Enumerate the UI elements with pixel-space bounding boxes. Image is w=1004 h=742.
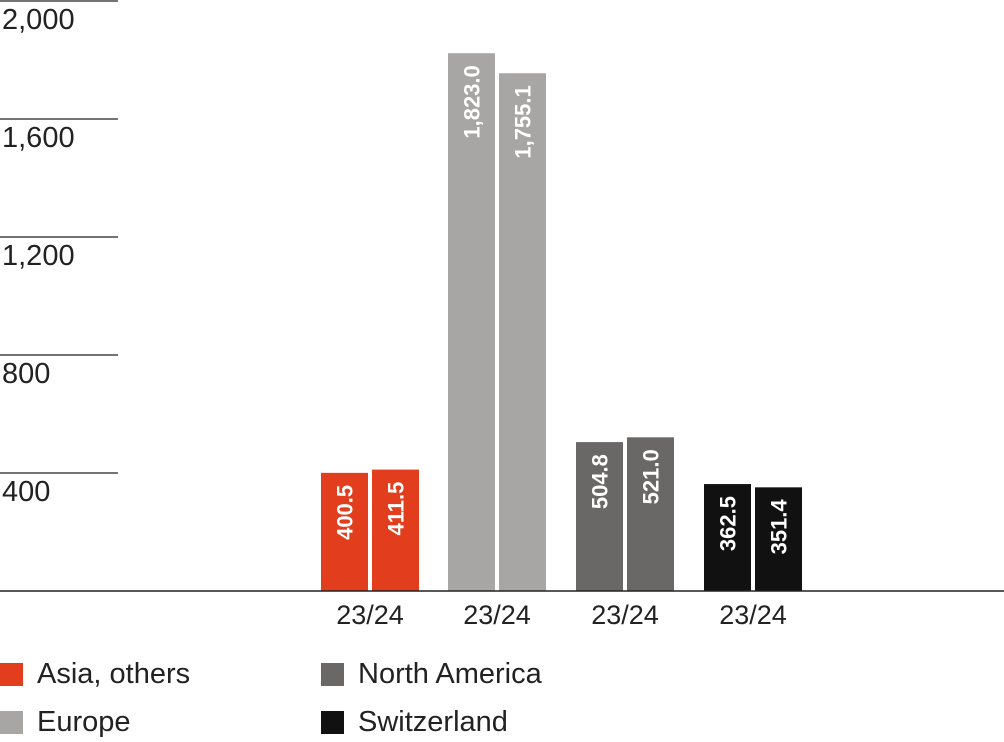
- bar: [448, 53, 495, 591]
- chart-legend: Asia, others Europe North America Switze…: [0, 654, 640, 740]
- y-tick-label: 2,000: [2, 4, 75, 36]
- y-tick-label: 1,600: [2, 122, 75, 154]
- bar: [704, 484, 751, 591]
- legend-item-europe: Europe: [0, 702, 131, 742]
- bar: [755, 487, 802, 591]
- legend-label-north-america: North America: [358, 657, 542, 690]
- x-category-label: 23/24: [719, 600, 787, 630]
- bar: [499, 73, 546, 592]
- legend-item-north-america: North America: [321, 654, 542, 694]
- bar: [321, 472, 368, 591]
- legend-label-europe: Europe: [37, 705, 131, 738]
- bar-chart: 2,000 1,600 1,200 800 400 400.5 411.5 23/24 1,82…: [0, 0, 1004, 630]
- bar: [627, 437, 674, 591]
- bar: [576, 442, 623, 591]
- bar-value-label: 411.5: [384, 482, 409, 536]
- legend-label-asia-others: Asia, others: [37, 657, 191, 690]
- bar-value-label: 504.8: [588, 454, 613, 509]
- bar-value-label: 362.5: [716, 496, 741, 551]
- legend-swatch-europe: [0, 710, 23, 734]
- legend-swatch-north-america: [321, 662, 344, 686]
- bar-value-label: 521.0: [639, 449, 664, 504]
- legend-swatch-switzerland: [321, 710, 344, 734]
- legend-swatch-asia-others: [0, 662, 23, 686]
- x-category-label: 23/24: [336, 600, 404, 630]
- legend-item-switzerland: Switzerland: [321, 702, 508, 742]
- bar: [372, 469, 419, 591]
- x-category-label: 23/24: [463, 600, 531, 630]
- bar-value-label: 400.5: [333, 485, 358, 540]
- y-tick-label: 400: [2, 476, 50, 508]
- legend-item-asia-others: Asia, others: [0, 654, 190, 694]
- x-category-label: 23/24: [591, 600, 659, 630]
- y-tick-label: 800: [2, 358, 50, 390]
- bar-value-label: 1,755.1: [511, 85, 536, 158]
- y-tick-label: 1,200: [2, 240, 75, 272]
- bar-value-label: 351.4: [767, 499, 792, 555]
- bar-value-label: 1,823.0: [460, 65, 485, 138]
- legend-label-switzerland: Switzerland: [358, 705, 508, 738]
